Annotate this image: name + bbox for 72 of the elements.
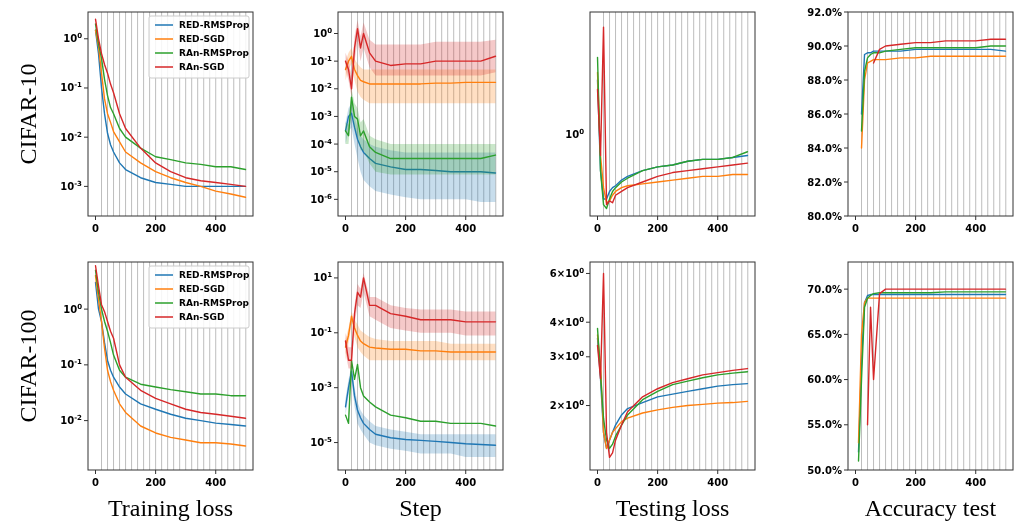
y-tick-label: 90.0% xyxy=(807,40,842,52)
x-tick-label: 400 xyxy=(965,223,987,234)
y-tick-label: 65.0% xyxy=(807,328,842,340)
y-tick-label: 10$^{-2}$ xyxy=(60,414,83,427)
y-tick-label: 10$^{-5}$ xyxy=(310,165,333,178)
x-tick-label: 0 xyxy=(852,477,860,488)
x-tick-label: 0 xyxy=(342,223,350,234)
legend-label: RED-SGD xyxy=(179,284,225,294)
y-tick-label: 10$^{-1}$ xyxy=(310,326,333,339)
y-tick-label: 10$^{0}$ xyxy=(63,302,83,315)
x-tick-label: 400 xyxy=(455,223,477,234)
legend-label: RAn-SGD xyxy=(179,312,225,322)
legend-label: RAn-SGD xyxy=(179,62,225,72)
y-tick-label: 60.0% xyxy=(807,374,842,386)
x-tick-label: 0 xyxy=(92,223,100,234)
y-axis-title: CIFAR-10 xyxy=(15,63,41,165)
y-tick-label: 10$^{-6}$ xyxy=(310,192,333,205)
x-tick-label: 400 xyxy=(965,477,987,488)
y-tick-label: 10$^{-1}$ xyxy=(310,54,333,67)
y-tick-label: 10$^{-2}$ xyxy=(60,130,83,143)
x-tick-label: 400 xyxy=(205,223,227,234)
legend-label: RED-SGD xyxy=(179,34,225,44)
y-tick-label: 10$^{-3}$ xyxy=(60,179,83,192)
x-tick-label: 0 xyxy=(342,477,350,488)
y-tick-label: 10$^{0}$ xyxy=(63,32,83,45)
y-tick-label: 84.0% xyxy=(807,142,842,154)
x-tick-label: 200 xyxy=(647,477,669,488)
y-tick-label: 10$^{-1}$ xyxy=(60,358,83,371)
y-tick-label: 92.0% xyxy=(807,6,842,18)
x-tick-label: 400 xyxy=(455,477,477,488)
y-tick-label: 88.0% xyxy=(807,74,842,86)
y-tick-label: 10$^{-3}$ xyxy=(310,381,333,394)
legend-label: RAn-RMSProp xyxy=(179,48,250,58)
x-axis-title: Training loss xyxy=(107,495,234,521)
x-tick-label: 0 xyxy=(594,223,602,234)
x-tick-label: 400 xyxy=(707,477,729,488)
y-tick-label: 86.0% xyxy=(807,108,842,120)
x-tick-label: 0 xyxy=(594,477,602,488)
x-axis-title: Accuracy test xyxy=(864,495,997,521)
x-tick-label: 200 xyxy=(905,223,927,234)
x-tick-label: 200 xyxy=(145,477,167,488)
x-axis-title: Testing loss xyxy=(615,495,730,521)
x-tick-label: 200 xyxy=(905,477,927,488)
x-axis-title: Step xyxy=(399,495,442,521)
y-tick-label: 4×10$^{0}$ xyxy=(549,315,585,328)
y-tick-label: 10$^{-5}$ xyxy=(310,436,333,449)
x-tick-label: 200 xyxy=(145,223,167,234)
y-tick-label: 10$^{0}$ xyxy=(313,27,333,40)
x-tick-label: 0 xyxy=(852,223,860,234)
x-tick-label: 200 xyxy=(395,477,417,488)
y-tick-label: 82.0% xyxy=(807,176,842,188)
y-tick-label: 6×10$^{0}$ xyxy=(549,266,585,279)
y-tick-label: 70.0% xyxy=(807,283,842,295)
y-tick-label: 10$^{-2}$ xyxy=(310,82,333,95)
y-tick-label: 10$^{-1}$ xyxy=(60,81,83,94)
x-tick-label: 400 xyxy=(205,477,227,488)
x-tick-label: 400 xyxy=(707,223,729,234)
x-tick-label: 200 xyxy=(647,223,669,234)
x-tick-label: 200 xyxy=(395,223,417,234)
y-tick-label: 80.0% xyxy=(807,210,842,222)
y-axis-title: CIFAR-100 xyxy=(15,309,41,423)
y-tick-label: 2×10$^{0}$ xyxy=(549,399,585,412)
y-tick-label: 55.0% xyxy=(807,419,842,431)
y-tick-label: 10$^{-3}$ xyxy=(310,109,333,122)
y-tick-label: 50.0% xyxy=(807,464,842,476)
legend-label: RED-RMSProp xyxy=(179,20,251,30)
y-tick-label: 10$^{1}$ xyxy=(313,271,333,284)
x-tick-label: 0 xyxy=(92,477,100,488)
legend-label: RED-RMSProp xyxy=(179,270,251,280)
legend-label: RAn-RMSProp xyxy=(179,298,250,308)
y-tick-label: 3×10$^{0}$ xyxy=(549,350,585,363)
y-tick-label: 10$^{-4}$ xyxy=(310,137,333,150)
